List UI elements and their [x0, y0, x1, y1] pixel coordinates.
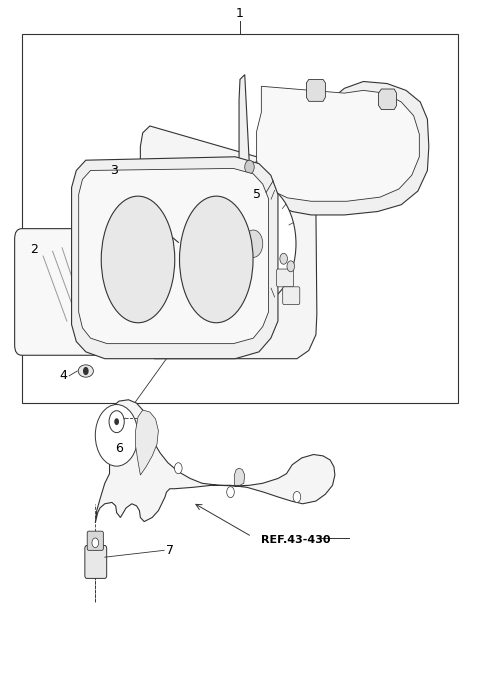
Text: 6: 6	[115, 442, 123, 455]
Text: 5: 5	[252, 188, 261, 201]
Ellipse shape	[78, 365, 94, 377]
Polygon shape	[306, 79, 325, 101]
Bar	[22, 34, 458, 403]
Circle shape	[293, 491, 301, 502]
Polygon shape	[96, 400, 335, 523]
FancyBboxPatch shape	[14, 228, 129, 355]
Bar	[119, 279, 126, 288]
Text: 7: 7	[167, 544, 174, 557]
Circle shape	[245, 160, 254, 174]
Polygon shape	[239, 75, 429, 215]
FancyBboxPatch shape	[204, 265, 264, 301]
Bar	[119, 303, 126, 311]
Text: 3: 3	[110, 164, 118, 177]
Circle shape	[151, 203, 206, 282]
FancyBboxPatch shape	[283, 287, 300, 304]
Circle shape	[280, 253, 288, 264]
Polygon shape	[140, 126, 317, 359]
Polygon shape	[79, 168, 268, 344]
Bar	[119, 248, 126, 257]
Circle shape	[83, 367, 89, 375]
Polygon shape	[257, 86, 420, 201]
Ellipse shape	[180, 196, 253, 323]
Bar	[119, 317, 126, 325]
FancyBboxPatch shape	[85, 546, 107, 578]
Text: 2: 2	[30, 243, 37, 256]
Text: 4: 4	[59, 369, 67, 382]
Polygon shape	[234, 469, 245, 485]
Circle shape	[227, 486, 234, 497]
Circle shape	[287, 261, 295, 272]
Circle shape	[114, 418, 119, 425]
Circle shape	[92, 538, 98, 548]
FancyBboxPatch shape	[87, 531, 103, 551]
Ellipse shape	[101, 196, 175, 323]
Circle shape	[244, 230, 263, 257]
Circle shape	[109, 411, 124, 433]
Text: 1: 1	[236, 7, 244, 20]
Polygon shape	[136, 410, 158, 475]
Polygon shape	[379, 89, 396, 110]
Bar	[119, 262, 126, 270]
Circle shape	[211, 182, 296, 305]
Text: REF.43-430: REF.43-430	[261, 535, 331, 545]
Polygon shape	[72, 157, 278, 359]
Circle shape	[96, 404, 138, 466]
Circle shape	[175, 463, 182, 473]
FancyBboxPatch shape	[276, 269, 294, 287]
